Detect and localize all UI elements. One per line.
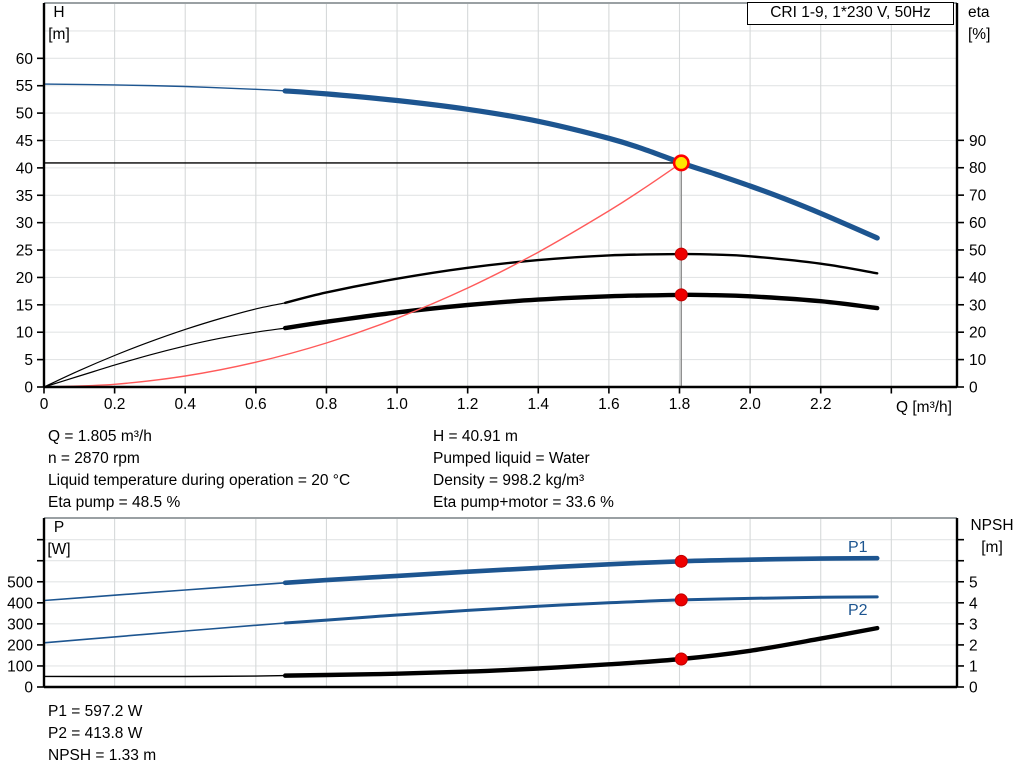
- operating-point-dot: [674, 288, 688, 302]
- h-axis-symbol: H: [53, 4, 65, 21]
- npsh-axis-symbol: NPSH: [970, 517, 1014, 534]
- eta-pump-curve: [283, 252, 879, 305]
- p1-value: P1 = 597.2 W: [48, 703, 143, 720]
- eta-pump-curve-thin: [43, 302, 286, 388]
- y-left-tick-label: 25: [16, 243, 33, 260]
- y-right-tick-label: 0: [969, 380, 978, 397]
- y-right-tick-label: 2: [969, 637, 978, 654]
- y-right-tick-label: 0: [969, 680, 978, 697]
- y-right-tick-label: 90: [969, 133, 987, 150]
- y-right-tick-label: 10: [969, 352, 987, 369]
- y-right-axis-title-bottom-chart: NPSH [m]: [960, 515, 1024, 559]
- y-left-tick-label: 20: [16, 270, 34, 287]
- y-left-tick-label: 100: [7, 658, 33, 675]
- y-left-tick-label: 0: [24, 380, 33, 397]
- eta-pump-value: Eta pump = 48.5 %: [48, 494, 181, 511]
- y-right-tick-label: 80: [969, 160, 987, 177]
- npsh-value: NPSH = 1.33 m: [48, 747, 157, 764]
- y-left-tick-label: 200: [7, 637, 33, 654]
- y-right-tick-label: 5: [969, 574, 978, 591]
- p2-value: P2 = 413.8 W: [48, 725, 143, 742]
- x-tick-label: 0.6: [245, 396, 267, 413]
- y-left-tick-label: 400: [7, 595, 33, 612]
- p-axis-symbol: P: [53, 519, 65, 536]
- y-right-tick-label: 30: [969, 297, 987, 314]
- head-value: H = 40.91 m: [433, 428, 518, 445]
- y-left-axis-title-bottom-chart: P [W]: [36, 517, 82, 561]
- x-tick-label: 2.0: [739, 396, 761, 413]
- head-curve: [282, 88, 880, 241]
- h-axis-unit: [m]: [48, 26, 70, 43]
- liquid-temperature-value: Liquid temperature during operation = 20…: [48, 472, 351, 489]
- operating-point-dot: [674, 554, 688, 568]
- y-left-tick-label: 50: [16, 106, 34, 123]
- p2-curve-thin: [43, 622, 286, 644]
- p2-curve: [283, 595, 879, 625]
- head-curve-thin: [43, 83, 286, 92]
- eta-pump-motor-curve: [282, 292, 880, 331]
- y-right-tick-label: 70: [969, 188, 987, 205]
- y-right-tick-label: 20: [969, 325, 987, 342]
- operating-point-dot: [674, 652, 688, 666]
- npsh-curve: [282, 625, 880, 678]
- density-value: Density = 998.2 kg/m³: [433, 472, 585, 489]
- y-left-tick-label: 45: [16, 133, 33, 150]
- chart-title-box: CRI 1-9, 1*230 V, 50Hz: [747, 2, 954, 25]
- y-left-tick-label: 60: [16, 51, 34, 68]
- npsh-axis-unit: [m]: [981, 539, 1003, 556]
- x-tick-label: 1.8: [669, 396, 691, 413]
- speed-value: n = 2870 rpm: [48, 450, 140, 467]
- y-right-tick-label: 4: [969, 595, 978, 612]
- y-left-tick-label: 500: [7, 574, 33, 591]
- x-tick-label: 0.2: [104, 396, 126, 413]
- flow-value: Q = 1.805 m³/h: [48, 428, 152, 445]
- y-left-tick-label: 30: [16, 215, 34, 232]
- y-right-axis-title-top-chart: eta [%]: [968, 2, 1020, 46]
- y-right-tick-label: 40: [969, 270, 987, 287]
- y-left-tick-label: 35: [16, 188, 33, 205]
- p1-curve: [282, 555, 880, 586]
- power-data: P1 = 597.2 W P2 = 413.8 W NPSH = 1.33 m: [48, 701, 156, 767]
- operating-data-right: H = 40.91 m Pumped liquid = Water Densit…: [433, 426, 614, 514]
- y-right-tick-label: 50: [969, 242, 987, 259]
- p1-series-label: P1: [848, 539, 868, 556]
- y-right-tick-label: 3: [969, 616, 978, 633]
- eta-axis-unit: [%]: [968, 26, 991, 43]
- x-tick-label: 1.4: [527, 396, 549, 413]
- p1-curve-thin: [43, 582, 286, 602]
- duty-point-marker[interactable]: [672, 154, 690, 172]
- operating-point-dot: [674, 593, 688, 607]
- x-tick-label: 0.4: [174, 396, 196, 413]
- operating-point-dot: [674, 247, 688, 261]
- p2-series-label: P2: [848, 602, 868, 619]
- y-left-tick-label: 55: [16, 78, 33, 95]
- y-left-tick-label: 5: [24, 352, 33, 369]
- y-right-tick-label: 60: [969, 215, 987, 232]
- x-tick-label: 0: [40, 396, 49, 413]
- x-tick-label: 1.0: [386, 396, 408, 413]
- y-left-tick-label: 300: [7, 616, 33, 633]
- y-left-tick-label: 0: [24, 680, 33, 697]
- operating-data-left: Q = 1.805 m³/h n = 2870 rpm Liquid tempe…: [48, 426, 350, 514]
- y-left-axis-title-top-chart: H [m]: [36, 2, 82, 46]
- x-tick-label: 0.8: [316, 396, 338, 413]
- x-axis-title: Q [m³/h]: [896, 399, 952, 416]
- y-left-tick-label: 40: [16, 160, 34, 177]
- x-tick-label: 1.2: [457, 396, 479, 413]
- eta-pump-motor-value: Eta pump+motor = 33.6 %: [433, 494, 614, 511]
- x-tick-label: 2.2: [810, 396, 832, 413]
- y-left-tick-label: 15: [16, 297, 33, 314]
- pumped-liquid-value: Pumped liquid = Water: [433, 450, 590, 467]
- eta-pump-motor-curve-thin: [43, 327, 286, 388]
- y-left-tick-label: 10: [16, 325, 34, 342]
- npsh-curve-thin: [43, 674, 286, 678]
- y-right-tick-label: 1: [969, 658, 978, 675]
- eta-axis-symbol: eta: [968, 4, 990, 21]
- p-axis-unit: [W]: [47, 541, 71, 558]
- system-curve: [43, 162, 682, 388]
- x-tick-label: 1.6: [598, 396, 620, 413]
